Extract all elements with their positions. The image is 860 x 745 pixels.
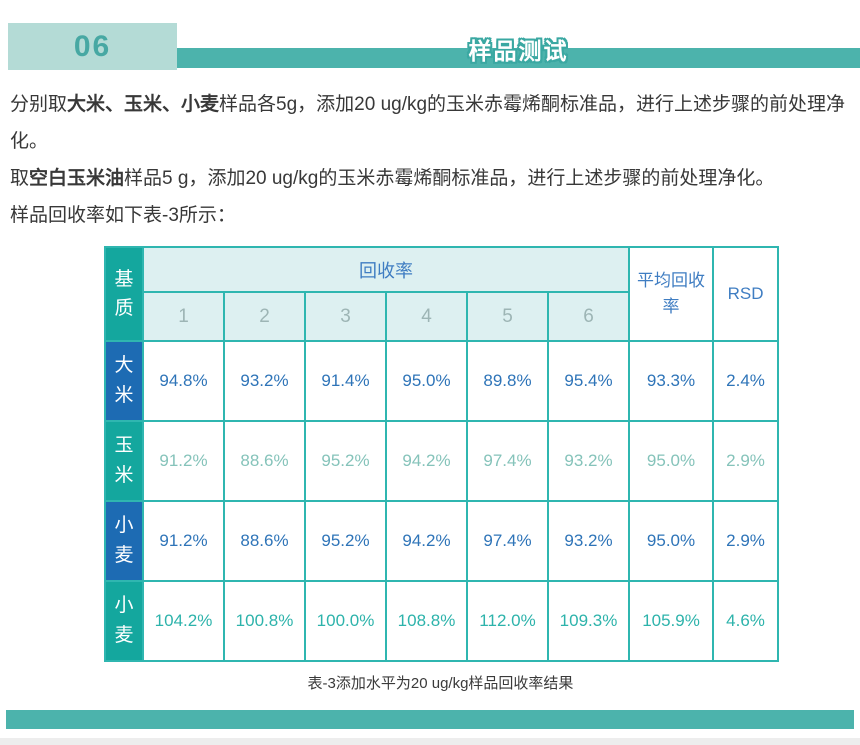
- recovery-value: 91.2%: [142, 420, 225, 502]
- replicate-header: 5: [466, 291, 549, 342]
- table-row: 玉米 91.2% 88.6% 95.2% 94.2% 97.4% 93.2% 95.0% 2.9…: [104, 420, 780, 502]
- recovery-value: 93.2%: [546, 420, 631, 502]
- rsd-value: 4.6%: [712, 580, 780, 662]
- avg-recovery-value: 93.3%: [628, 340, 715, 422]
- rsd-value: 2.9%: [712, 500, 780, 582]
- body-paragraph: 分别取大米、玉米、小麦样品各5g，添加20 ug/kg的玉米赤霉烯酮标准品，进行…: [10, 86, 852, 160]
- body-paragraph: 样品回收率如下表-3所示：: [10, 197, 852, 234]
- section-number: 06: [73, 29, 112, 63]
- table-row: 大米 94.8% 93.2% 91.4% 95.0% 89.8% 95.4% 93.3% 2.4…: [104, 340, 780, 422]
- bold-text-segment: 大米、玉米、小麦: [67, 94, 220, 115]
- section-banner: [177, 48, 860, 68]
- recovery-group-header: 回收率: [141, 246, 631, 293]
- rsd-header: RSD: [712, 246, 780, 342]
- recovery-value: 95.4%: [546, 340, 631, 422]
- recovery-value: 88.6%: [223, 420, 306, 502]
- recovery-value: 112.0%: [466, 580, 549, 662]
- recovery-value: 108.8%: [385, 580, 468, 662]
- recovery-value: 104.2%: [142, 580, 225, 662]
- recovery-value: 95.2%: [304, 420, 387, 502]
- section-title: 样品测试: [468, 38, 569, 64]
- replicate-header: 2: [223, 291, 306, 342]
- body-paragraph: 取空白玉米油样品5 g，添加20 ug/kg的玉米赤霉烯酮标准品，进行上述步骤的…: [10, 160, 852, 197]
- recovery-value: 109.3%: [546, 580, 631, 662]
- page-bottom-edge: [0, 738, 860, 745]
- recovery-value: 88.6%: [223, 500, 306, 582]
- recovery-value: 94.8%: [142, 340, 225, 422]
- bold-text-segment: 空白玉米油: [29, 168, 125, 189]
- recovery-value: 95.2%: [304, 500, 387, 582]
- recovery-value: 93.2%: [546, 500, 631, 582]
- text-segment: 分别取: [10, 94, 68, 115]
- recovery-value: 89.8%: [466, 340, 549, 422]
- replicate-header: 1: [142, 291, 225, 342]
- matrix-label: 小麦: [104, 580, 144, 662]
- matrix-label: 玉米: [104, 420, 144, 502]
- avg-recovery-value: 95.0%: [628, 500, 715, 582]
- text-segment: 取: [10, 168, 30, 189]
- text-segment: 样品各5g，添加20 ug/kg的玉米赤霉烯酮标准品，进行上述步骤的前处理净化。: [10, 94, 846, 152]
- table-row: 小麦 91.2% 88.6% 95.2% 94.2% 97.4% 93.2% 95.0% 2.9…: [104, 500, 780, 582]
- replicate-header: 4: [385, 291, 468, 342]
- rsd-value: 2.9%: [712, 420, 780, 502]
- body-text: 分别取大米、玉米、小麦样品各5g，添加20 ug/kg的玉米赤霉烯酮标准品，进行…: [10, 86, 852, 234]
- table-row: 小麦 104.2% 100.8% 100.0% 108.8% 112.0% 109.3% 10…: [104, 580, 780, 662]
- matrix-label: 小麦: [104, 500, 144, 582]
- recovery-value: 100.8%: [223, 580, 306, 662]
- replicate-header: 6: [546, 291, 631, 342]
- recovery-value: 97.4%: [466, 500, 549, 582]
- recovery-value: 95.0%: [385, 340, 468, 422]
- recovery-value: 100.0%: [304, 580, 387, 662]
- rsd-value: 2.4%: [712, 340, 780, 422]
- matrix-column-header: 基质: [104, 246, 144, 342]
- recovery-value: 91.2%: [142, 500, 225, 582]
- recovery-value: 91.4%: [304, 340, 387, 422]
- replicate-header: 3: [304, 291, 387, 342]
- text-segment: 样品回收率如下表-3所示：: [10, 205, 236, 226]
- footer-bar: [6, 710, 854, 729]
- recovery-value: 93.2%: [223, 340, 306, 422]
- table-caption: 表-3添加水平为20 ug/kg样品回收率结果: [307, 675, 574, 692]
- recovery-value: 94.2%: [385, 420, 468, 502]
- recovery-value: 94.2%: [385, 500, 468, 582]
- matrix-label: 大米: [104, 340, 144, 422]
- avg-recovery-header: 平均回收率: [628, 246, 715, 342]
- avg-recovery-value: 105.9%: [628, 580, 715, 662]
- text-segment: 样品5 g，添加20 ug/kg的玉米赤霉烯酮标准品，进行上述步骤的前处理净化。: [124, 168, 775, 189]
- section-number-box: 06: [8, 23, 177, 70]
- avg-recovery-value: 95.0%: [628, 420, 715, 502]
- recovery-value: 97.4%: [466, 420, 549, 502]
